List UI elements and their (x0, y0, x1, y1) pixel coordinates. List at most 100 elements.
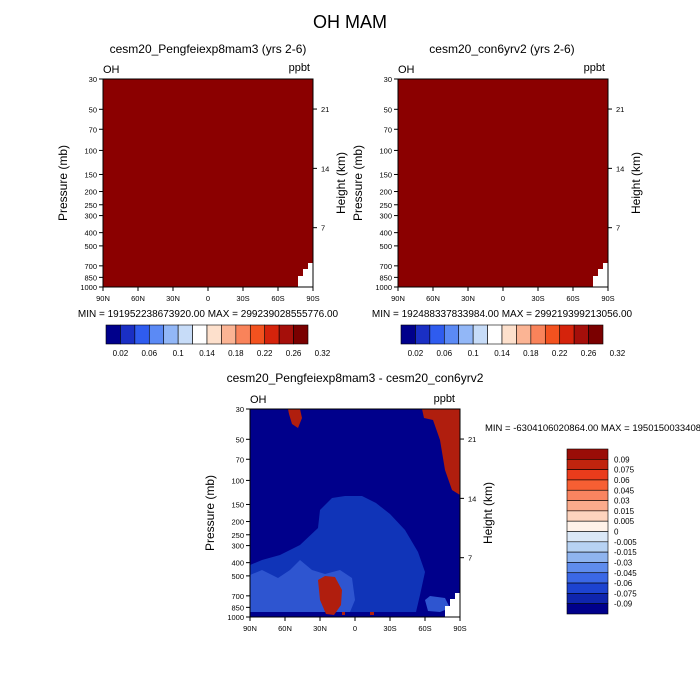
x-tick-label: 60S (271, 294, 284, 303)
colorbar-swatch (566, 459, 609, 470)
x-tick-label: 30N (166, 294, 180, 303)
colorbar-label: 0.06 (141, 349, 157, 358)
colorbar-label: -0.045 (614, 569, 637, 578)
colorbar-swatch (566, 500, 609, 512)
panel-2-y2-axis: 21 14 7 (608, 105, 624, 233)
panel-1-ylabel: Pressure (mb) (56, 145, 70, 221)
y-tick-label: 400 (379, 229, 392, 238)
y-tick-label: 250 (84, 201, 97, 210)
x-tick-label: 90N (96, 294, 110, 303)
colorbar-swatch (148, 324, 165, 345)
x-tick-label: 0 (353, 624, 357, 633)
y-tick-label: 400 (84, 229, 97, 238)
colorbar-swatch (566, 469, 609, 481)
x-tick-label: 90S (306, 294, 319, 303)
colorbar-swatch (566, 489, 609, 501)
panel-3: cesm20_Pengfeiexp8mam3 - cesm20_con6yrv2… (203, 371, 700, 633)
colorbar-swatch (530, 324, 546, 345)
y-tick-label: 30 (236, 405, 244, 414)
y2-tick-label: 7 (616, 224, 620, 233)
figure-title: OH MAM (313, 12, 387, 32)
y-tick-label: 500 (379, 242, 392, 251)
y2-tick-label: 21 (468, 435, 476, 444)
colorbar-label: 0.02 (113, 349, 129, 358)
y-tick-label: 250 (231, 531, 244, 540)
colorbar-label: -0.09 (614, 600, 633, 609)
y-tick-label: 50 (384, 105, 392, 114)
y-tick-label: 850 (84, 273, 97, 282)
panel-1-unit-label: ppbt (289, 62, 310, 74)
diff-positive-surface-speck (342, 612, 345, 615)
colorbar-label: 0.32 (610, 349, 626, 358)
y-tick-label: 150 (379, 170, 392, 179)
colorbar-label: -0.005 (614, 538, 637, 547)
panel-3-unit-label: ppbt (434, 393, 455, 405)
panel-3-title: cesm20_Pengfeiexp8mam3 - cesm20_con6yrv2 (227, 371, 484, 385)
colorbar-label: 0.1 (468, 349, 480, 358)
colorbar-swatch (566, 562, 609, 574)
colorbar-swatch (264, 324, 280, 345)
panel-1-missing-region (298, 263, 313, 287)
colorbar-swatch (566, 531, 609, 543)
diff-positive-low-lat-region (318, 576, 342, 615)
colorbar-swatch (559, 324, 575, 345)
colorbar-label: 0.075 (614, 466, 635, 475)
panel-2-y2label: Height (km) (629, 152, 643, 214)
colorbar-label: 0.02 (408, 349, 424, 358)
colorbar-label: 0.22 (552, 349, 568, 358)
panel-3-minmax: MIN = -6304106020864.00 MAX = 1950150033… (485, 423, 700, 434)
colorbar-swatch (566, 582, 609, 594)
y-tick-label: 50 (236, 435, 244, 444)
x-tick-label: 60N (131, 294, 145, 303)
colorbar-swatch (566, 541, 609, 553)
colorbar-swatch (566, 448, 609, 460)
y2-tick-label: 14 (616, 164, 624, 173)
y-tick-label: 250 (379, 201, 392, 210)
colorbar-label: 0.14 (494, 349, 510, 358)
colorbar-label: 0.18 (228, 349, 244, 358)
y-tick-label: 1000 (227, 613, 244, 622)
panel-2-unit-label: ppbt (584, 62, 605, 74)
colorbar-swatch (566, 520, 609, 532)
panel-1-y2-axis: 21 14 7 (313, 105, 329, 233)
colorbar-label: 0.045 (614, 486, 635, 495)
colorbar-swatch (235, 324, 251, 345)
x-tick-label: 90S (601, 294, 614, 303)
colorbar-swatch (443, 324, 460, 345)
y2-tick-label: 7 (321, 224, 325, 233)
diff-positive-polar-region (422, 409, 460, 495)
panel-3-y2label: Height (km) (481, 482, 495, 544)
y-tick-label: 150 (84, 170, 97, 179)
x-tick-label: 30S (236, 294, 249, 303)
y-tick-label: 200 (84, 188, 97, 197)
panel-1-variable-label: OH (103, 64, 120, 76)
colorbar-swatch (566, 510, 609, 522)
y-tick-label: 500 (231, 572, 244, 581)
panel-3-ylabel: Pressure (mb) (203, 475, 217, 551)
y-tick-label: 1000 (80, 283, 97, 292)
panel-3-colorbar: 0.090.0750.060.0450.030.0150.0050-0.005-… (566, 448, 637, 615)
y-tick-label: 150 (231, 500, 244, 509)
panel-1-title: cesm20_Pengfeiexp8mam3 (yrs 2-6) (110, 42, 307, 56)
y-tick-label: 100 (84, 146, 97, 155)
y-tick-label: 30 (384, 75, 392, 84)
y-tick-label: 300 (84, 212, 97, 221)
x-tick-label: 90N (243, 624, 257, 633)
y2-tick-label: 14 (321, 164, 329, 173)
panel-2-field (398, 79, 608, 287)
x-tick-label: 90S (453, 624, 466, 633)
y-tick-label: 300 (379, 212, 392, 221)
colorbar-swatch (472, 324, 488, 345)
diff-negative-polar-surface-region (425, 596, 450, 612)
y-tick-label: 850 (231, 603, 244, 612)
colorbar-label: -0.06 (614, 579, 633, 588)
colorbar-swatch (458, 324, 474, 345)
colorbar-swatch (278, 324, 294, 345)
y-tick-label: 100 (231, 476, 244, 485)
diff-positive-surface-speck (370, 612, 374, 615)
colorbar-swatch (544, 324, 561, 345)
colorbar-swatch (415, 324, 431, 345)
y-tick-label: 700 (84, 262, 97, 271)
